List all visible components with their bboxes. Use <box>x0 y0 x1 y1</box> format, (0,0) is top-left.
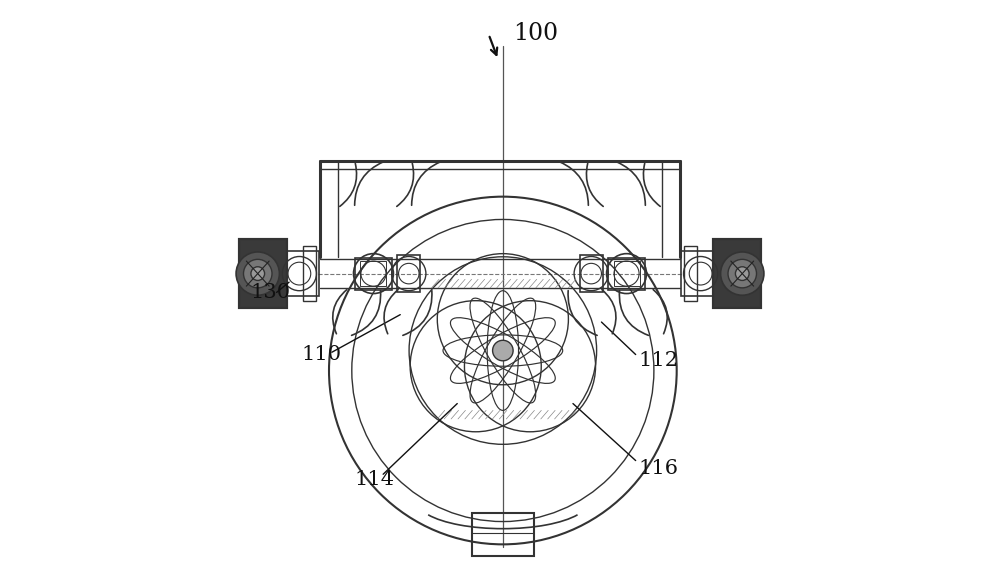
Bar <box>684 246 697 301</box>
Circle shape <box>735 267 749 280</box>
Bar <box>681 251 713 296</box>
Bar <box>713 239 761 308</box>
Bar <box>472 513 534 556</box>
Text: 112: 112 <box>638 351 678 370</box>
Bar <box>713 239 761 308</box>
Circle shape <box>493 340 513 361</box>
Text: 116: 116 <box>638 459 678 478</box>
Bar <box>397 255 420 292</box>
Circle shape <box>244 259 272 288</box>
Text: 114: 114 <box>355 470 395 490</box>
Bar <box>303 246 316 301</box>
Text: 110: 110 <box>302 345 342 364</box>
Bar <box>355 258 392 290</box>
Bar <box>287 251 319 296</box>
Circle shape <box>236 252 279 295</box>
Circle shape <box>728 259 756 288</box>
Bar <box>360 261 386 286</box>
Circle shape <box>251 267 265 280</box>
Text: 130: 130 <box>251 283 291 302</box>
Bar <box>608 258 645 290</box>
Bar <box>614 261 640 286</box>
Text: 100: 100 <box>513 22 558 44</box>
Bar <box>239 239 287 308</box>
Bar <box>239 239 287 308</box>
Circle shape <box>721 252 764 295</box>
Bar <box>580 255 603 292</box>
